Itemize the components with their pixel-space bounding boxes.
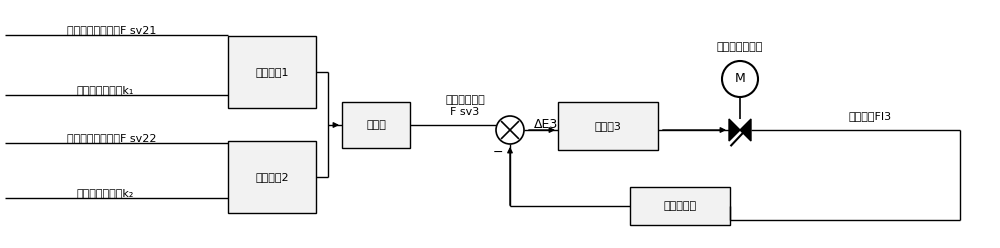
Polygon shape	[740, 119, 751, 141]
Text: 加法器: 加法器	[366, 120, 386, 130]
Text: −: −	[493, 146, 503, 158]
Bar	[228, 36, 316, 108]
Bar	[342, 102, 410, 148]
Text: 比例环冂2: 比例环冂2	[255, 172, 289, 182]
Text: 空气流量调节阀: 空气流量调节阀	[717, 42, 763, 52]
Text: M: M	[735, 72, 745, 86]
Text: 第二煎气目标流量F sv22: 第二煎气目标流量F sv22	[67, 133, 157, 143]
Bar	[630, 187, 730, 225]
Text: 空气目标流量: 空气目标流量	[445, 95, 485, 105]
Text: 空气煎气比系数k₂: 空气煎气比系数k₂	[76, 188, 134, 198]
Bar	[558, 102, 658, 150]
Text: 实际流量FI3: 实际流量FI3	[848, 111, 892, 121]
Text: 空气煎气比系数k₁: 空气煎气比系数k₁	[76, 85, 134, 95]
Circle shape	[496, 116, 524, 144]
Text: F sv3: F sv3	[450, 107, 480, 117]
Circle shape	[722, 61, 758, 97]
Text: 空气流量计: 空气流量计	[663, 201, 697, 211]
Polygon shape	[729, 119, 740, 141]
Text: 第一煎气目标流量F sv21: 第一煎气目标流量F sv21	[67, 25, 157, 35]
Text: 比例环冂1: 比例环冂1	[255, 67, 289, 77]
Text: 调节器3: 调节器3	[595, 121, 621, 131]
Bar	[228, 141, 316, 213]
Text: ΔE3: ΔE3	[534, 119, 558, 131]
